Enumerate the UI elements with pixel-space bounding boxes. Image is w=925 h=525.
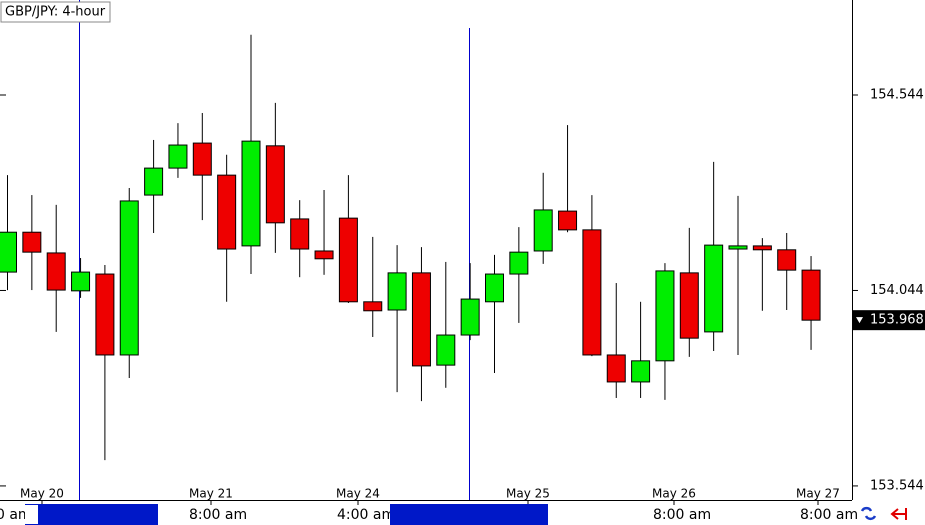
title-box <box>0 1 111 23</box>
date-label: May 25 <box>506 487 550 501</box>
date-label: May 21 <box>189 487 233 501</box>
date-label: May 26 <box>652 487 696 501</box>
highlight-box <box>390 504 548 525</box>
candle-body <box>485 273 504 303</box>
candle-body <box>728 245 748 250</box>
link-icon[interactable] <box>860 506 877 521</box>
candle-body <box>655 270 675 362</box>
candle-body <box>777 249 797 271</box>
candle-body <box>679 272 699 339</box>
candle-body <box>0 231 17 273</box>
candle-body <box>314 250 334 260</box>
candle-body <box>71 271 91 292</box>
candle-body <box>801 269 821 321</box>
highlight-box <box>25 504 158 525</box>
candle-body <box>436 334 456 366</box>
chart-title: GBP/JPY: 4-hour <box>5 5 106 20</box>
highlight-gap <box>25 505 38 524</box>
last-price-box <box>853 310 925 331</box>
last-price-label: 153.968 <box>870 313 924 328</box>
last-price-arrow <box>856 317 863 324</box>
date-label: May 20 <box>20 487 64 501</box>
y-tick-label: 153.544 <box>870 478 924 493</box>
time-label: 8:00 am <box>800 507 858 523</box>
candle-body <box>460 298 480 336</box>
candle-body <box>631 360 651 383</box>
y-tick-label: 154.544 <box>870 87 924 102</box>
candle-body <box>144 167 164 196</box>
candle-body <box>363 301 383 312</box>
y-tick-label: 154.044 <box>870 283 924 298</box>
candle-body <box>606 354 626 383</box>
candle-body <box>558 210 578 231</box>
candle-body <box>265 145 285 224</box>
time-label: 4:00 am <box>337 507 395 523</box>
candle-body <box>22 231 42 253</box>
candle-body <box>217 174 237 250</box>
candle-body <box>290 218 310 250</box>
toolbar-icons <box>860 506 907 521</box>
time-label: 8:00 am <box>189 507 247 523</box>
candle-body <box>509 251 529 275</box>
date-label: May 27 <box>796 487 840 501</box>
candle-body <box>241 140 261 247</box>
candle-body <box>338 217 358 303</box>
date-label: May 24 <box>336 487 380 501</box>
scroll-end-icon[interactable] <box>890 508 907 520</box>
candle-body <box>119 200 139 356</box>
candle-body <box>704 244 724 333</box>
time-label: 8:00 am <box>653 507 711 523</box>
candle-body <box>411 272 431 367</box>
candle-body <box>168 144 188 169</box>
candle-body <box>582 229 602 356</box>
candle-body <box>387 272 407 311</box>
candle-body <box>95 273 115 356</box>
candle-body <box>46 252 66 291</box>
candle-body <box>752 245 772 251</box>
candle-body <box>533 209 553 252</box>
time-label: 0 am <box>0 507 32 523</box>
candle-body <box>192 142 212 176</box>
